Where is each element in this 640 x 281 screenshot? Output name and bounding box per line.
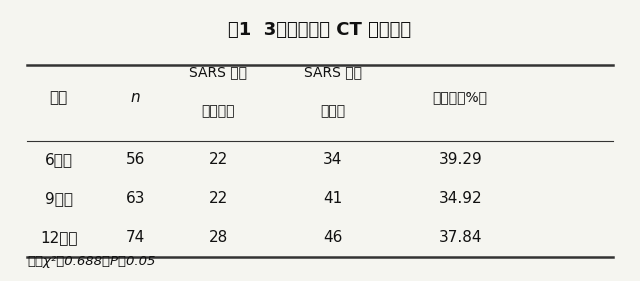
Text: 22: 22 [209,153,228,167]
Text: 纤维化: 纤维化 [320,104,346,118]
Text: 发生率（%）: 发生率（%） [433,90,488,104]
Text: 表1  3次复查胸部 CT 诊断情况: 表1 3次复查胸部 CT 诊断情况 [228,21,412,39]
Text: 组别: 组别 [50,90,68,105]
Text: 注：χ²＝0.688，P＞0.05: 注：χ²＝0.688，P＞0.05 [27,255,156,268]
Text: 9月组: 9月组 [45,191,73,207]
Text: 74: 74 [125,230,145,245]
Text: 28: 28 [209,230,228,245]
Text: 41: 41 [323,191,342,207]
Text: 6月组: 6月组 [45,153,73,167]
Text: 37.84: 37.84 [438,230,482,245]
Text: 22: 22 [209,191,228,207]
Text: $n$: $n$ [130,90,141,105]
Text: SARS 并发: SARS 并发 [189,65,247,79]
Text: 肺纤维化: 肺纤维化 [202,104,235,118]
Text: 56: 56 [125,153,145,167]
Text: 34.92: 34.92 [438,191,482,207]
Text: 39.29: 39.29 [438,153,482,167]
Text: 34: 34 [323,153,342,167]
Text: 63: 63 [125,191,145,207]
Text: 12月组: 12月组 [40,230,77,245]
Text: 46: 46 [323,230,342,245]
Text: SARS 无肺: SARS 无肺 [304,65,362,79]
